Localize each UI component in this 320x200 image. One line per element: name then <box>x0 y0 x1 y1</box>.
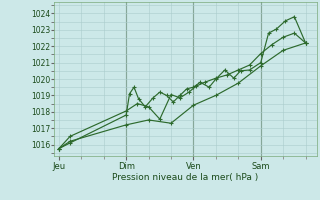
X-axis label: Pression niveau de la mer( hPa ): Pression niveau de la mer( hPa ) <box>112 173 259 182</box>
